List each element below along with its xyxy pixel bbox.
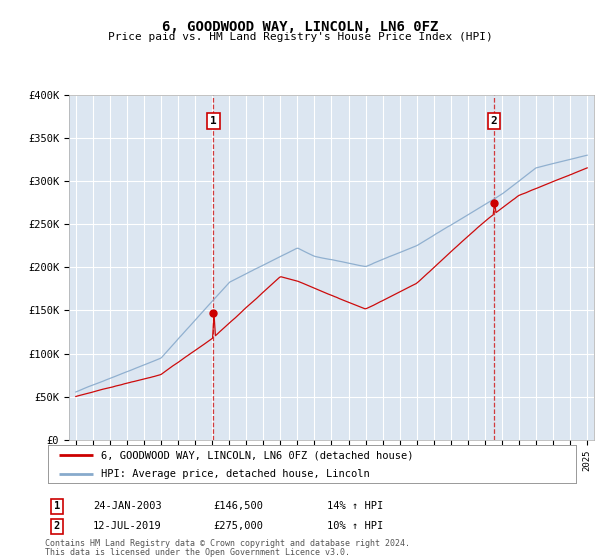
Text: HPI: Average price, detached house, Lincoln: HPI: Average price, detached house, Linc… bbox=[101, 469, 370, 479]
Text: 2: 2 bbox=[54, 521, 60, 531]
Text: Price paid vs. HM Land Registry's House Price Index (HPI): Price paid vs. HM Land Registry's House … bbox=[107, 32, 493, 42]
Text: 1: 1 bbox=[210, 116, 217, 126]
Text: 12-JUL-2019: 12-JUL-2019 bbox=[93, 521, 162, 531]
Text: 2: 2 bbox=[491, 116, 497, 126]
Text: £275,000: £275,000 bbox=[213, 521, 263, 531]
Text: Contains HM Land Registry data © Crown copyright and database right 2024.: Contains HM Land Registry data © Crown c… bbox=[45, 539, 410, 548]
Text: 6, GOODWOOD WAY, LINCOLN, LN6 0FZ (detached house): 6, GOODWOOD WAY, LINCOLN, LN6 0FZ (detac… bbox=[101, 450, 413, 460]
Text: £146,500: £146,500 bbox=[213, 501, 263, 511]
Text: 6, GOODWOOD WAY, LINCOLN, LN6 0FZ: 6, GOODWOOD WAY, LINCOLN, LN6 0FZ bbox=[162, 20, 438, 34]
Text: 24-JAN-2003: 24-JAN-2003 bbox=[93, 501, 162, 511]
Text: 14% ↑ HPI: 14% ↑ HPI bbox=[327, 501, 383, 511]
Text: 1: 1 bbox=[54, 501, 60, 511]
Text: 10% ↑ HPI: 10% ↑ HPI bbox=[327, 521, 383, 531]
Text: This data is licensed under the Open Government Licence v3.0.: This data is licensed under the Open Gov… bbox=[45, 548, 350, 557]
